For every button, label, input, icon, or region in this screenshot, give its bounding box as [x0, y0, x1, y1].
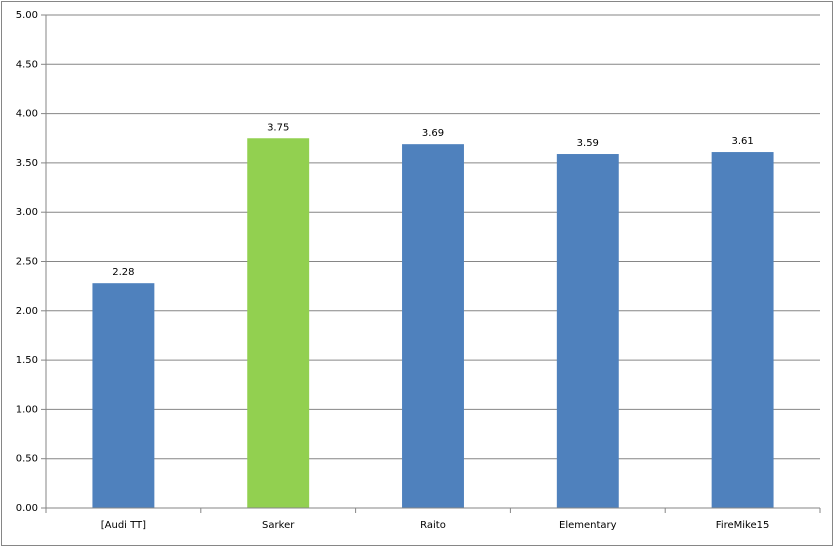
y-tick-label: 3.50: [16, 158, 38, 169]
y-tick-label: 4.50: [16, 59, 38, 70]
y-tick-label: 5.00: [16, 10, 38, 21]
bar: [556, 154, 619, 508]
y-tick-label: 0.50: [16, 454, 38, 465]
y-tick-label: 2.00: [16, 306, 38, 317]
data-label: 3.59: [577, 138, 599, 149]
data-label: 2.28: [112, 267, 134, 278]
x-tick-label: Elementary: [559, 520, 617, 531]
bar: [247, 138, 310, 508]
y-tick-label: 1.50: [16, 355, 38, 366]
x-tick-label: Raito: [420, 520, 446, 531]
bar: [402, 144, 464, 508]
x-tick-label: FireMike15: [716, 520, 770, 531]
x-tick-label: Sarker: [262, 520, 295, 531]
y-tick-label: 1.00: [16, 404, 38, 415]
y-tick-label: 4.00: [16, 109, 38, 120]
bar: [711, 152, 774, 508]
data-label: 3.61: [731, 136, 753, 147]
y-tick-label: 3.00: [16, 207, 38, 218]
y-tick-label: 2.50: [16, 257, 38, 268]
bar: [92, 283, 155, 508]
data-label: 3.75: [267, 122, 289, 133]
data-label: 3.69: [422, 128, 444, 139]
y-tick-label: 0.00: [16, 503, 38, 514]
x-tick-label: [Audi TT]: [101, 520, 146, 531]
